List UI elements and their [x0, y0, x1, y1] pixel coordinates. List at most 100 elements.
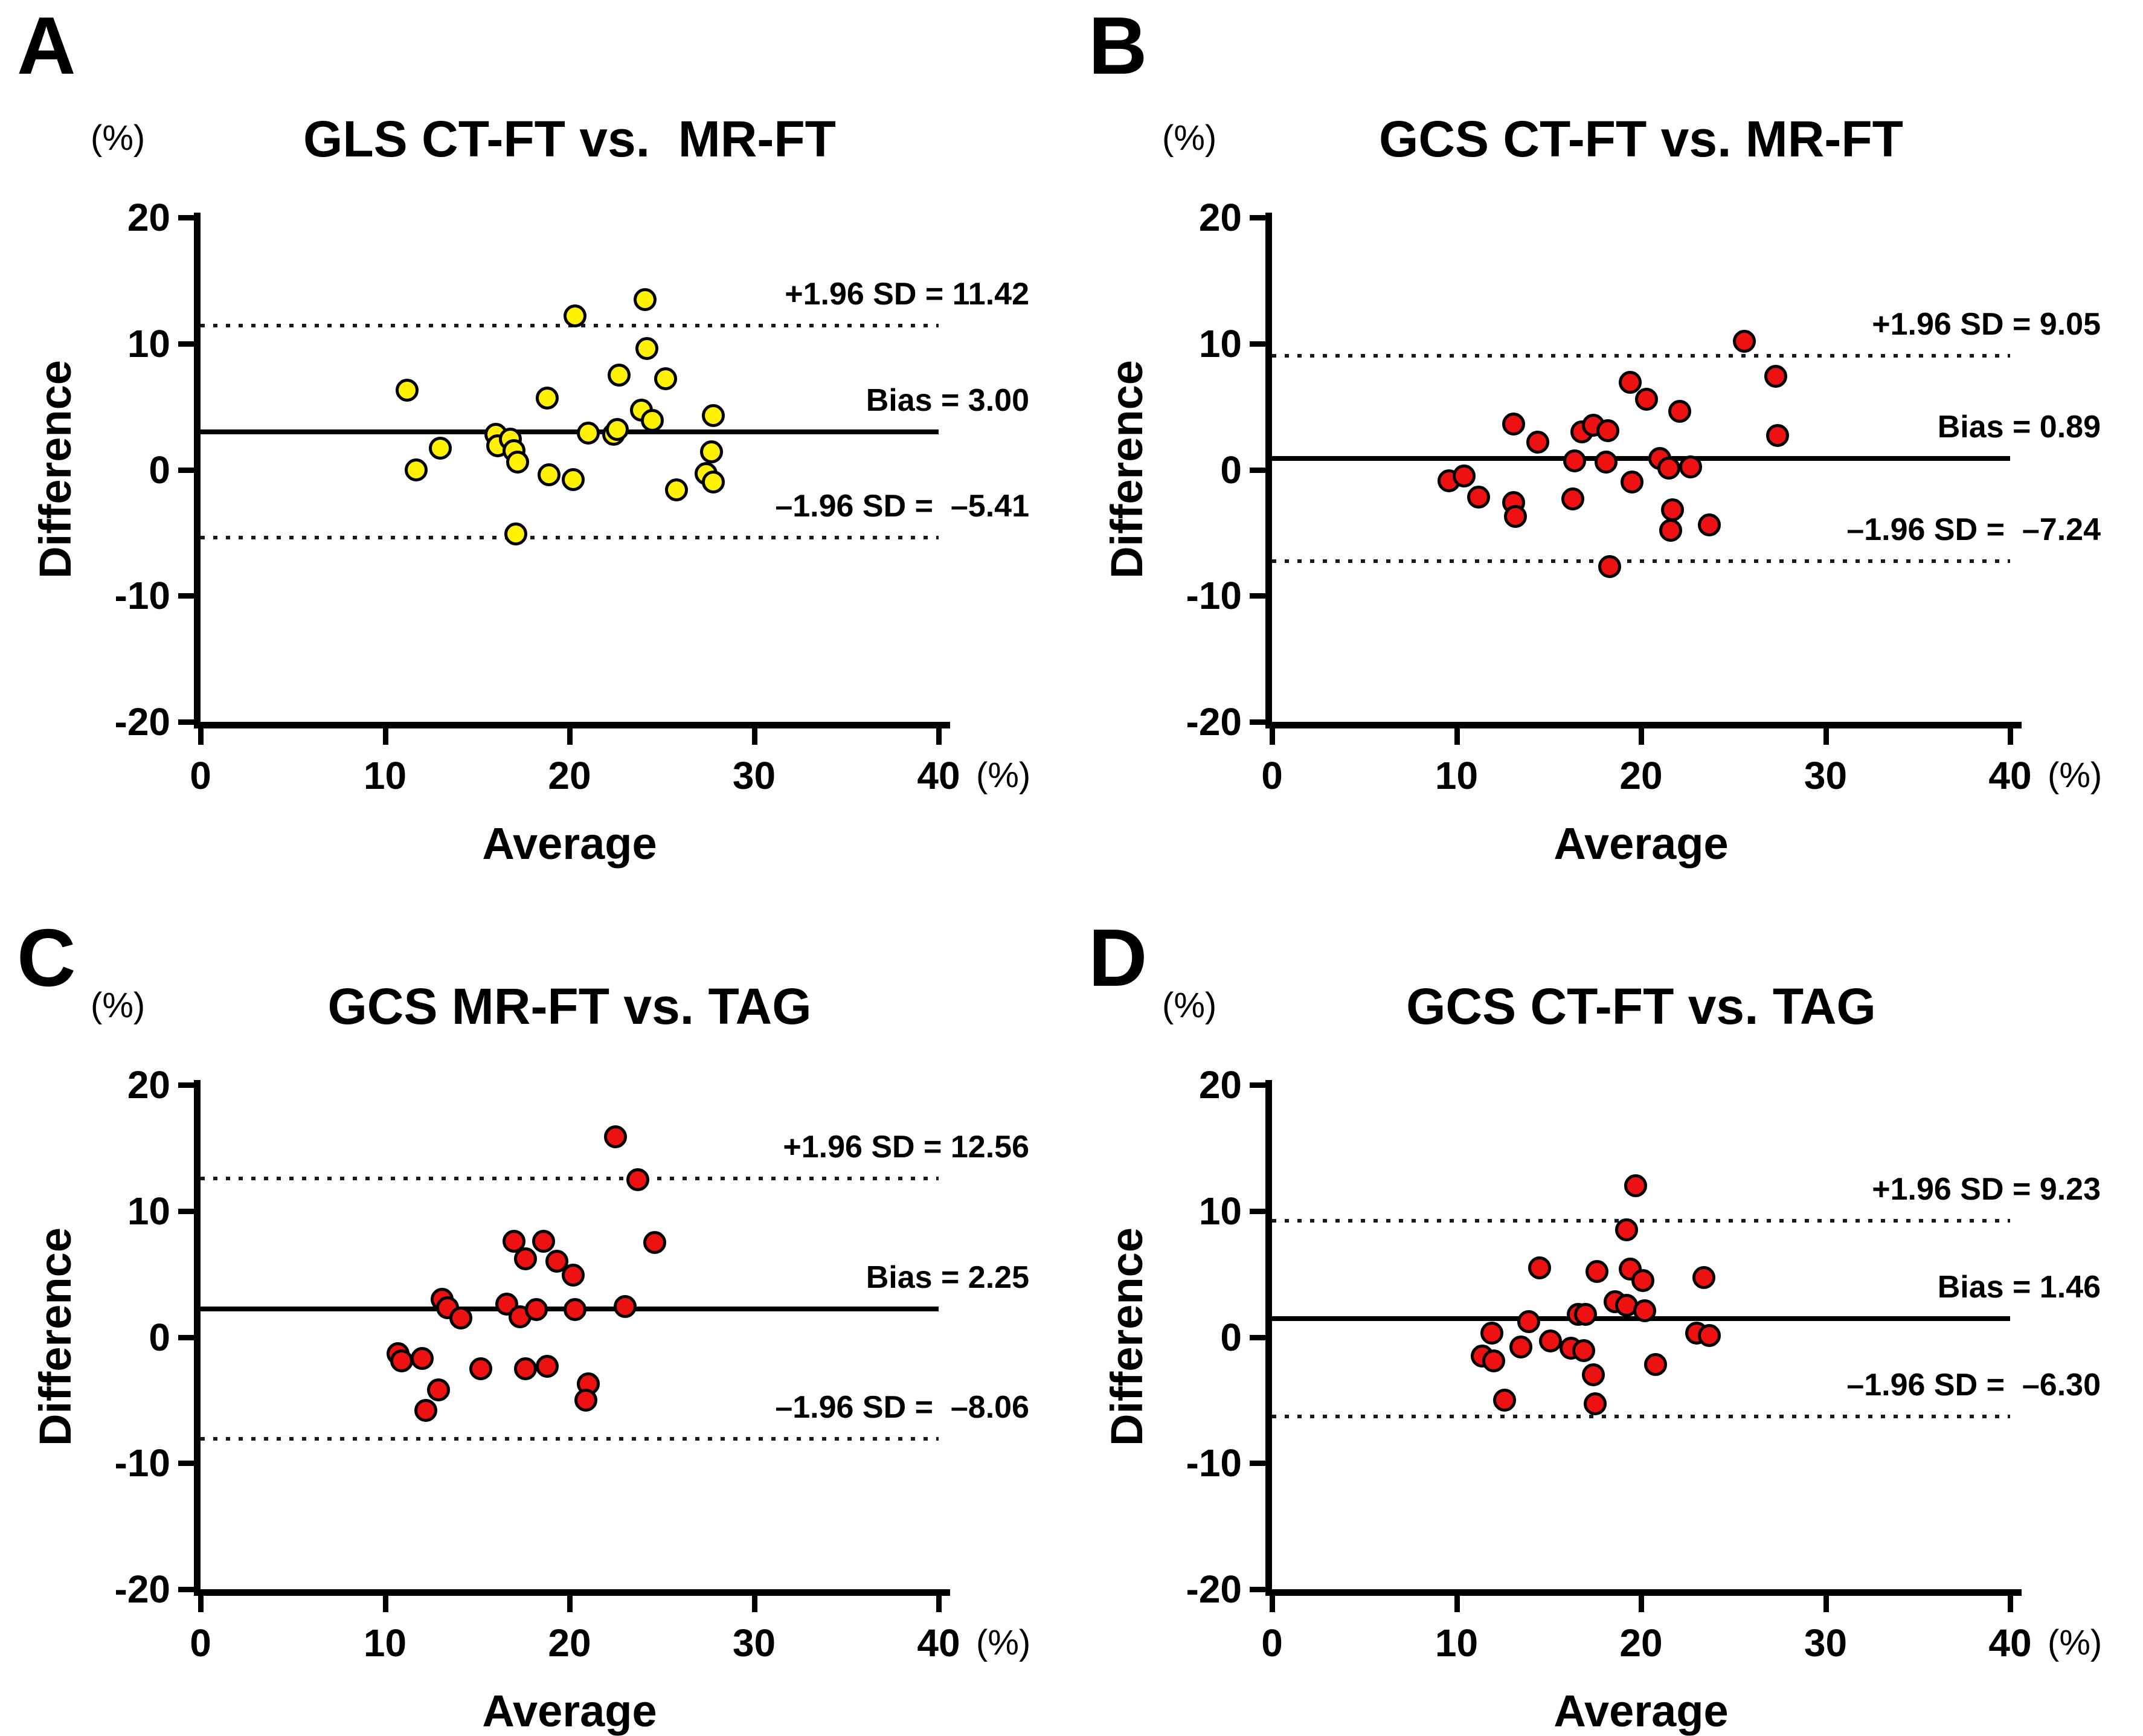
- y-tick-label: 0: [1220, 1315, 1242, 1359]
- lower-loa-line: [201, 1436, 939, 1441]
- x-tick-label: 30: [732, 1621, 776, 1665]
- data-point: [635, 337, 659, 361]
- x-axis-line: [194, 1589, 950, 1596]
- chart-title: GLS CT-FT vs. MR-FT: [303, 111, 836, 167]
- x-tick: [1454, 728, 1460, 745]
- data-point: [1574, 1302, 1598, 1326]
- x-tick-label: 10: [363, 754, 407, 797]
- data-point: [1620, 471, 1643, 494]
- data-point: [608, 363, 631, 387]
- data-point: [654, 367, 677, 391]
- y-tick-label: -20: [114, 700, 171, 744]
- data-point: [576, 421, 600, 445]
- plot-area: 20 10 0 -10 -20 0 10 20 30 40 (%) Average +1.96 SD =…: [115, 198, 1031, 866]
- y-tick-label: 10: [1198, 1189, 1242, 1233]
- data-point: [1594, 450, 1618, 474]
- y-axis-unit-label: (%): [1162, 986, 1217, 1025]
- y-tick: [178, 1208, 194, 1214]
- x-tick-label: 20: [548, 754, 591, 797]
- x-tick: [1823, 1596, 1829, 1612]
- data-point: [1517, 1310, 1540, 1334]
- y-tick-label: -10: [1186, 1441, 1242, 1485]
- x-axis-title: Average: [1553, 1686, 1729, 1736]
- plot-area: 20 10 0 -10 -20 0 10 20 30 40 (%) Average +1.96 SD =…: [1186, 1066, 2103, 1734]
- panel-a: A (%) GLS CT-FT vs. MR-FT Difference 20 10 0 -1…: [0, 0, 1072, 867]
- data-point: [504, 522, 528, 545]
- x-tick: [2008, 1596, 2013, 1612]
- x-tick-label: 40: [1988, 1621, 2032, 1665]
- chart-title: GCS CT-FT vs. MR-FT: [1379, 111, 1903, 167]
- data-point: [1633, 1299, 1657, 1322]
- data-point: [1504, 504, 1528, 528]
- y-tick-label: 10: [1198, 321, 1242, 365]
- data-point: [564, 304, 587, 327]
- panel-letter: B: [1088, 0, 1148, 91]
- x-tick-label: 10: [363, 1621, 407, 1665]
- x-tick-label: 40: [917, 1621, 960, 1665]
- bias-label: Bias = 2.25: [866, 1259, 1029, 1295]
- y-tick-label: 20: [127, 196, 170, 239]
- x-tick: [936, 1596, 942, 1612]
- data-point: [1581, 1363, 1605, 1387]
- x-axis-unit-label: (%): [976, 1623, 1031, 1662]
- data-point: [562, 468, 585, 492]
- x-axis-unit-label: (%): [976, 756, 1031, 795]
- data-point: [410, 1346, 434, 1370]
- chart-title: GCS MR-FT vs. TAG: [327, 978, 812, 1035]
- x-tick-label: 0: [190, 754, 211, 797]
- data-point: [1492, 1388, 1516, 1412]
- y-axis-line: [194, 1080, 201, 1596]
- upper-loa-line: [201, 1177, 939, 1181]
- data-point: [1561, 487, 1584, 510]
- data-point: [1660, 498, 1684, 522]
- upper-loa-label: +1.96 SD = 9.23: [1872, 1171, 2101, 1207]
- data-point: [532, 1229, 556, 1253]
- data-point: [469, 1357, 493, 1380]
- y-tick-label: -20: [1186, 1567, 1242, 1611]
- x-tick: [382, 728, 388, 745]
- x-tick-label: 10: [1435, 754, 1479, 797]
- y-tick: [178, 593, 194, 599]
- x-axis-unit-label: (%): [2048, 1623, 2103, 1662]
- lower-loa-line: [1272, 1415, 2010, 1418]
- data-point: [1572, 1339, 1596, 1363]
- x-tick: [198, 728, 204, 745]
- y-tick: [1250, 719, 1265, 725]
- y-tick-label: -20: [1186, 700, 1242, 744]
- data-point: [513, 1357, 537, 1380]
- y-tick-label: 0: [149, 448, 170, 492]
- data-point: [1766, 424, 1790, 448]
- data-point: [390, 1349, 413, 1373]
- y-tick-label: 20: [1198, 1063, 1242, 1107]
- y-tick-label: 20: [1198, 196, 1242, 239]
- x-tick-label: 30: [732, 754, 776, 797]
- y-tick: [1250, 1461, 1265, 1467]
- data-point: [486, 434, 509, 457]
- x-axis-unit-label: (%): [2048, 756, 2103, 795]
- data-point: [1618, 371, 1642, 394]
- lower-loa-line: [1272, 559, 2010, 563]
- data-point: [525, 1297, 548, 1321]
- y-tick: [178, 719, 194, 725]
- x-tick-label: 0: [1261, 754, 1283, 797]
- data-point: [1764, 365, 1787, 388]
- data-point: [396, 378, 419, 402]
- data-point: [1698, 1324, 1721, 1348]
- upper-loa-label: +1.96 SD = 9.05: [1872, 306, 2101, 342]
- x-tick: [1639, 1596, 1644, 1612]
- x-tick-label: 20: [1619, 1621, 1663, 1665]
- data-point: [1692, 1266, 1715, 1290]
- data-point: [564, 1297, 587, 1321]
- data-point: [1598, 555, 1622, 579]
- y-tick: [178, 1587, 194, 1592]
- y-axis-line: [194, 213, 201, 728]
- y-tick: [1250, 1587, 1265, 1592]
- bias-line: [1272, 455, 2010, 461]
- data-point: [1668, 400, 1692, 423]
- x-axis-line: [1265, 722, 2022, 728]
- data-point: [538, 463, 561, 486]
- y-tick: [178, 1082, 194, 1088]
- x-tick: [1270, 728, 1275, 745]
- bias-label: Bias = 3.00: [866, 382, 1029, 418]
- data-point: [1631, 1268, 1655, 1292]
